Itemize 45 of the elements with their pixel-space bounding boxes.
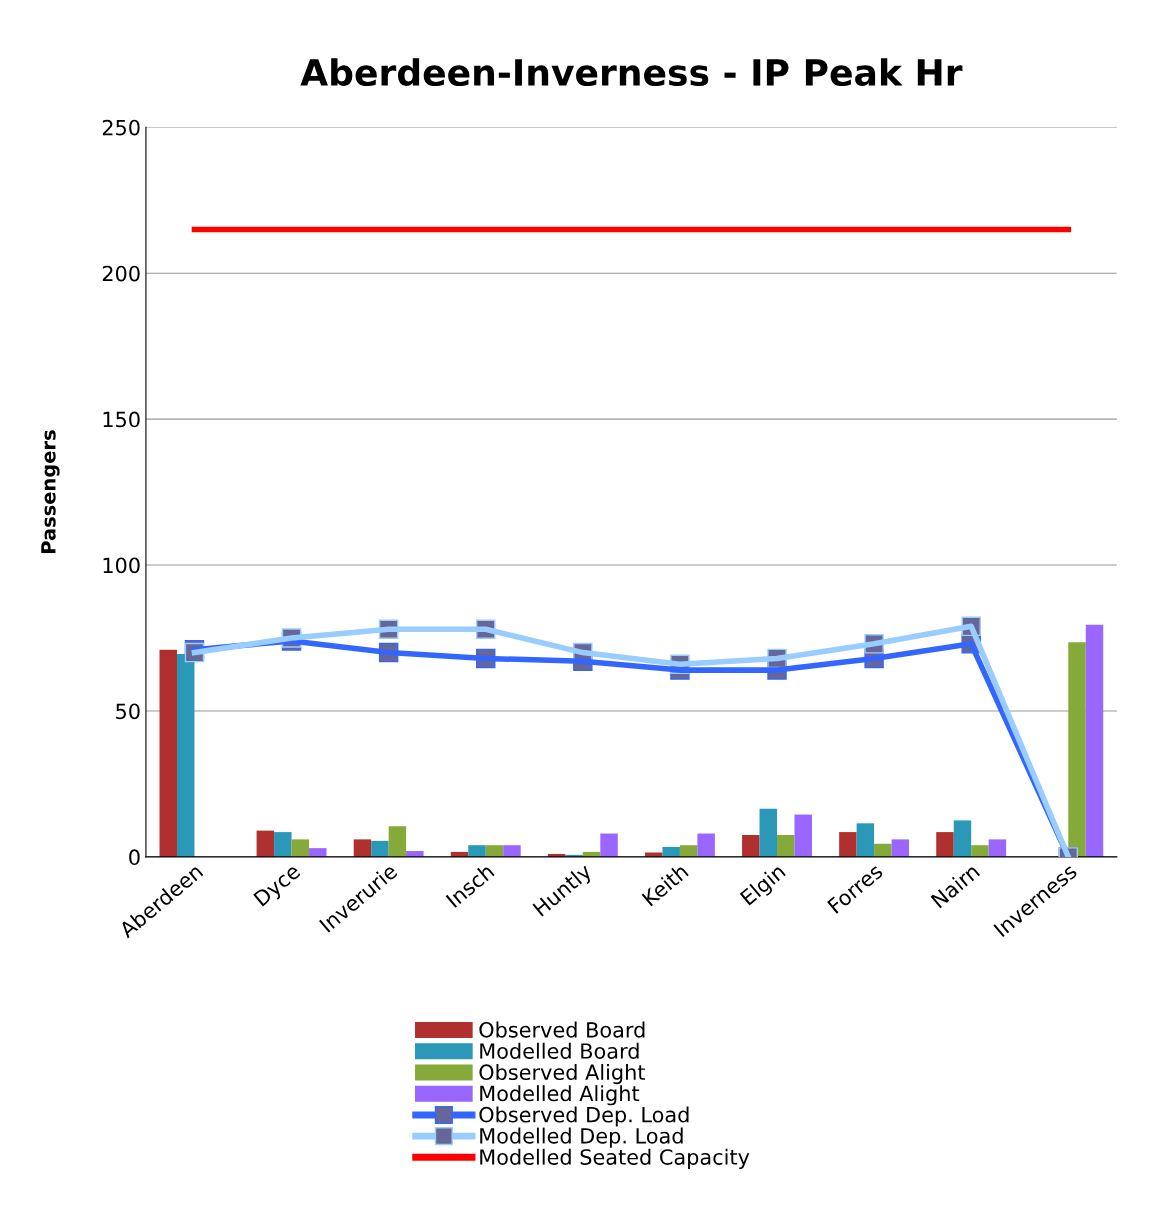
bar	[353, 839, 372, 857]
bar	[697, 833, 715, 857]
bar	[839, 832, 857, 857]
bar	[679, 845, 698, 857]
y-tick-label: 150	[103, 411, 140, 428]
legend-label: Modelled Alight	[480, 1085, 640, 1106]
y-axis-title: Passengers	[41, 430, 60, 553]
bar	[176, 654, 195, 857]
bar	[503, 845, 521, 857]
bar	[759, 808, 778, 857]
bar	[485, 845, 504, 857]
bar	[1085, 624, 1104, 857]
bar	[309, 848, 327, 857]
y-tick-label: 0	[129, 849, 140, 866]
bar	[936, 832, 954, 857]
bar	[891, 839, 910, 857]
bar	[856, 823, 875, 857]
bar	[874, 843, 892, 857]
bar	[794, 814, 812, 857]
bar	[274, 832, 292, 857]
bar	[468, 845, 486, 857]
bar	[988, 839, 1007, 857]
y-tick-label: 100	[103, 557, 140, 574]
legend-label: Observed Alight	[479, 1063, 646, 1085]
bar	[1068, 642, 1086, 857]
bar	[777, 835, 795, 857]
legend-label: Modelled Seated Capacity	[480, 1148, 750, 1169]
legend-label: Observed Dep. Load	[479, 1106, 689, 1127]
bar	[388, 826, 407, 857]
bar	[742, 835, 760, 857]
bar	[662, 846, 680, 857]
bar	[600, 833, 618, 857]
bar	[371, 840, 389, 857]
legend-label: Modelled Board	[480, 1042, 639, 1059]
y-tick-label: 50	[116, 703, 140, 720]
legend-label: Modelled Dep. Load	[480, 1127, 683, 1148]
bar	[291, 839, 310, 857]
bar	[953, 820, 972, 857]
chart-title: Aberdeen-Inverness - IP Peak Hr	[300, 58, 963, 87]
bar	[971, 845, 989, 857]
legend-label: Observed Board	[479, 1021, 645, 1038]
y-tick-label: 200	[102, 265, 140, 282]
bar	[159, 649, 177, 857]
y-tick-label: 250	[102, 119, 140, 136]
bar	[256, 830, 275, 857]
